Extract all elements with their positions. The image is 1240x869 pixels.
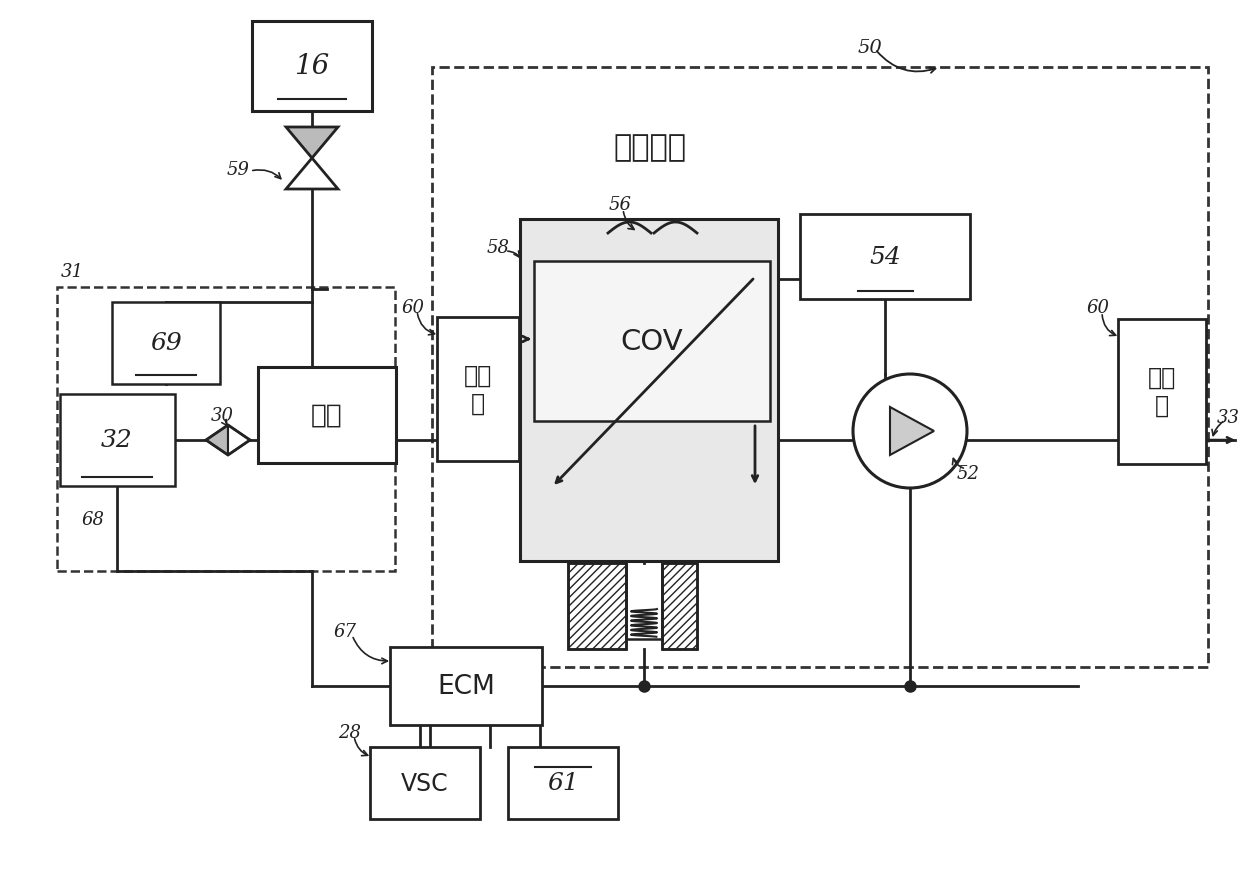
Text: 31: 31 — [61, 262, 83, 281]
Bar — [800, 215, 970, 300]
Bar — [391, 647, 542, 725]
Bar — [112, 302, 219, 385]
Text: 59: 59 — [227, 161, 249, 179]
Circle shape — [853, 375, 967, 488]
Bar — [60, 395, 175, 487]
Bar — [520, 220, 777, 561]
Bar — [258, 368, 396, 463]
Bar — [568, 563, 626, 649]
Text: 参照孔隙: 参照孔隙 — [614, 133, 687, 163]
Polygon shape — [286, 159, 339, 189]
Text: 61: 61 — [547, 772, 579, 794]
Text: 68: 68 — [82, 510, 104, 528]
Text: 58: 58 — [486, 239, 510, 256]
Text: 30: 30 — [211, 407, 233, 425]
Text: 50: 50 — [858, 39, 883, 57]
Text: 过滤
器: 过滤 器 — [464, 364, 492, 415]
Polygon shape — [228, 426, 250, 455]
Text: COV: COV — [621, 328, 683, 355]
Text: 碳罐: 碳罐 — [311, 402, 343, 428]
Bar — [568, 563, 626, 649]
Text: 69: 69 — [150, 332, 182, 355]
Polygon shape — [890, 408, 934, 455]
Bar — [252, 22, 372, 112]
Bar — [57, 288, 396, 571]
Bar — [432, 68, 1208, 667]
Text: 60: 60 — [402, 299, 424, 316]
Text: ECM: ECM — [436, 673, 495, 700]
Bar — [436, 318, 520, 461]
Text: 16: 16 — [294, 53, 330, 81]
Bar — [534, 262, 770, 421]
Bar — [662, 563, 697, 649]
Bar — [1118, 320, 1207, 464]
Text: VSC: VSC — [402, 771, 449, 795]
Text: 52: 52 — [956, 464, 980, 482]
Text: 54: 54 — [869, 245, 901, 269]
Text: 28: 28 — [339, 723, 362, 741]
Text: 60: 60 — [1086, 299, 1110, 316]
Text: 67: 67 — [334, 622, 357, 640]
Bar — [508, 747, 618, 819]
Text: 过滤
器: 过滤 器 — [1148, 366, 1176, 417]
Bar — [662, 563, 697, 649]
Polygon shape — [286, 128, 339, 159]
Bar — [370, 747, 480, 819]
Text: 32: 32 — [102, 429, 133, 452]
Polygon shape — [206, 426, 228, 455]
Text: 33: 33 — [1216, 408, 1240, 427]
Text: 56: 56 — [609, 196, 631, 214]
